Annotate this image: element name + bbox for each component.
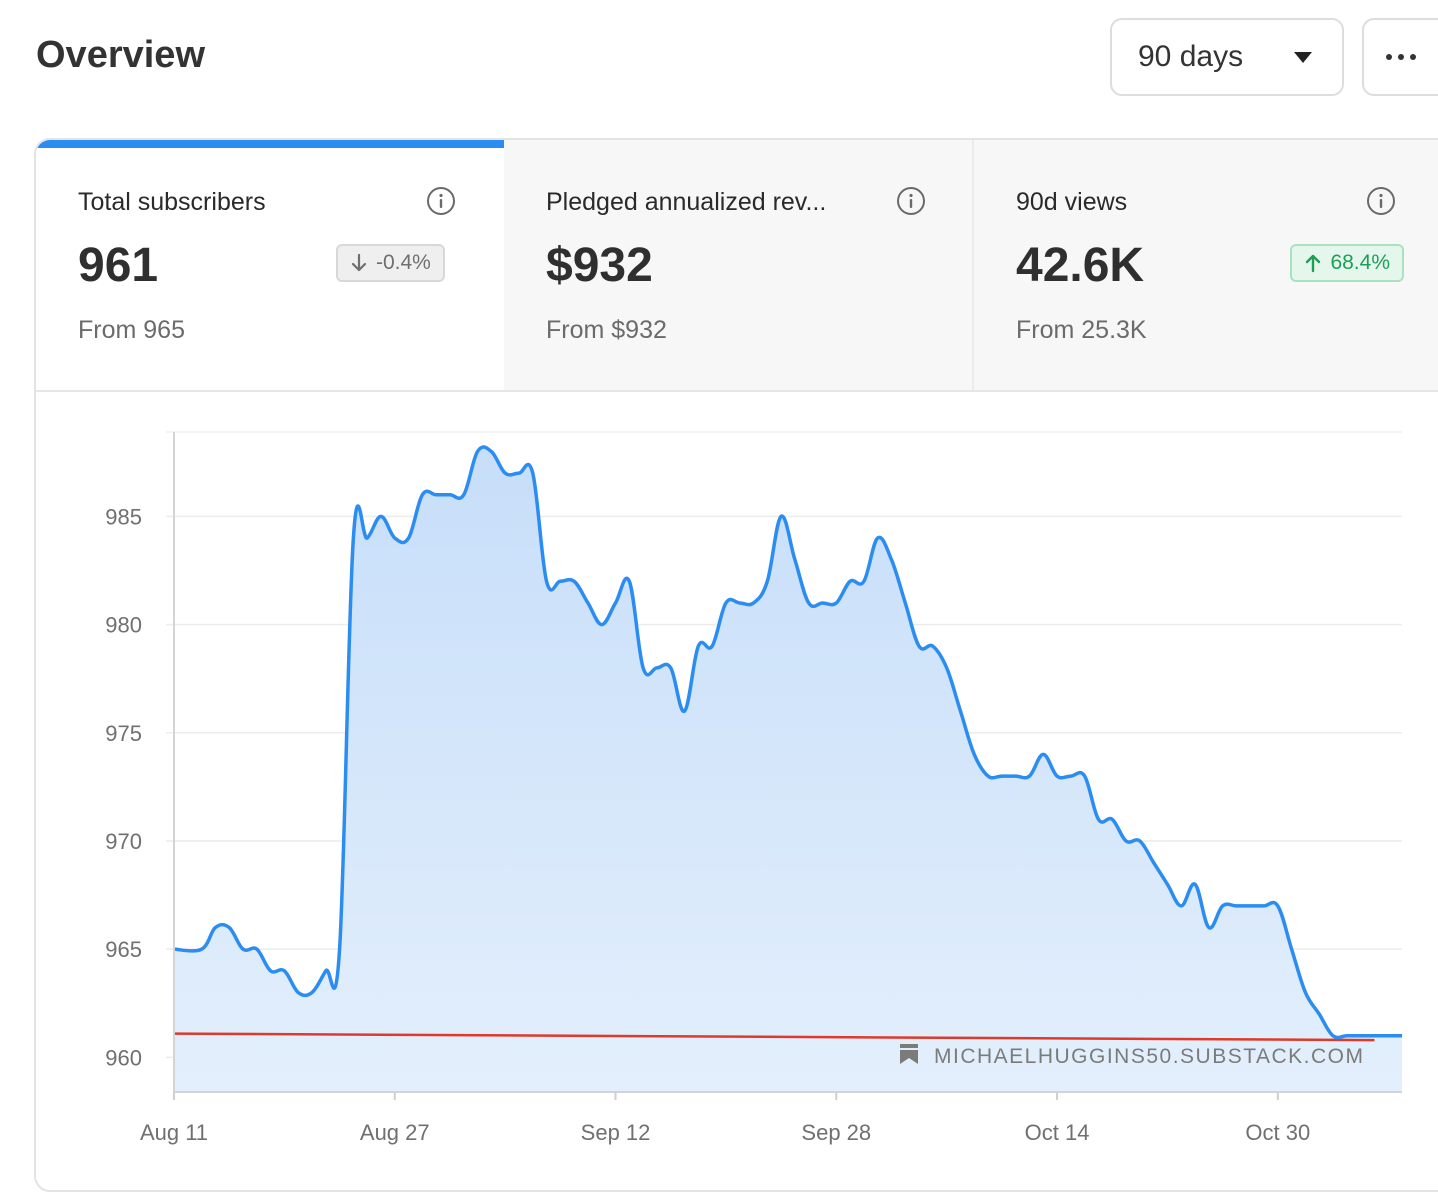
- caret-down-icon: [1294, 51, 1312, 63]
- stat-label: Pledged annualized rev...: [546, 188, 827, 216]
- stat-total-subscribers[interactable]: Total subscribers 961 -0.4% From 965: [36, 140, 504, 390]
- stat-value: $932: [546, 239, 653, 292]
- x-tick-label: Oct 30: [1245, 1120, 1310, 1145]
- change-badge: 68.4%: [1290, 244, 1404, 282]
- more-options-button[interactable]: [1362, 18, 1438, 96]
- series-line: [173, 445, 1402, 1040]
- y-tick-label: 965: [105, 937, 142, 962]
- more-dots-icon: [1386, 54, 1416, 60]
- watermark-text: MICHAELHUGGINS50.SUBSTACK.COM: [934, 1045, 1365, 1068]
- stat-90d-views[interactable]: 90d views 42.6K 68.4% From 25.3K: [972, 140, 1438, 390]
- x-tick-label: Aug 11: [140, 1120, 208, 1145]
- stat-value: 42.6K: [1016, 239, 1145, 292]
- y-tick-label: 975: [105, 721, 142, 746]
- time-range-select[interactable]: 90 days: [1110, 18, 1344, 96]
- x-tick-label: Sep 28: [801, 1120, 871, 1145]
- info-icon[interactable]: [1366, 186, 1396, 216]
- y-tick-label: 980: [105, 613, 142, 638]
- watermark: MICHAELHUGGINS50.SUBSTACK.COM: [900, 1044, 1365, 1068]
- stat-from: From 965: [78, 316, 185, 344]
- x-tick-label: Oct 14: [1025, 1120, 1090, 1145]
- y-tick-label: 960: [105, 1045, 142, 1070]
- stat-label: 90d views: [1016, 188, 1128, 216]
- trend-line: [173, 1032, 1375, 1042]
- chart-area: 960 965 970 975 980 985 Aug 11 Aug 27 Sep 12 Sep …: [36, 392, 1438, 1192]
- change-badge: -0.4%: [336, 244, 445, 282]
- arrow-up-icon: [1306, 254, 1321, 273]
- subscribers-area-chart[interactable]: 960 965 970 975 980 985 Aug 11 Aug 27 Sep 12 Sep …: [36, 392, 1438, 1192]
- info-icon[interactable]: [426, 186, 456, 216]
- active-tab-indicator: [36, 140, 504, 148]
- area-fill: [174, 446, 1402, 1092]
- change-value: -0.4%: [376, 251, 431, 274]
- arrow-down-icon: [351, 253, 367, 272]
- stat-value: 961: [78, 239, 159, 292]
- stats-row: Total subscribers 961 -0.4% From 965 Ple…: [36, 140, 1438, 392]
- x-tick-label: Aug 27: [360, 1120, 430, 1145]
- x-tick-label: Sep 12: [581, 1120, 651, 1145]
- stat-pledged-revenue[interactable]: Pledged annualized rev... $932 From $932: [504, 140, 972, 390]
- page-title: Overview: [36, 34, 205, 76]
- stat-from: From 25.3K: [1016, 316, 1147, 344]
- time-range-value: 90 days: [1138, 40, 1244, 73]
- info-icon[interactable]: [896, 186, 926, 216]
- stat-from: From $932: [546, 316, 667, 344]
- y-tick-label: 970: [105, 829, 142, 854]
- bookmark-icon: [900, 1044, 918, 1064]
- stat-label: Total subscribers: [78, 188, 266, 216]
- change-value: 68.4%: [1330, 251, 1390, 274]
- overview-card: Total subscribers 961 -0.4% From 965 Ple…: [34, 138, 1438, 1192]
- y-tick-label: 985: [105, 504, 142, 529]
